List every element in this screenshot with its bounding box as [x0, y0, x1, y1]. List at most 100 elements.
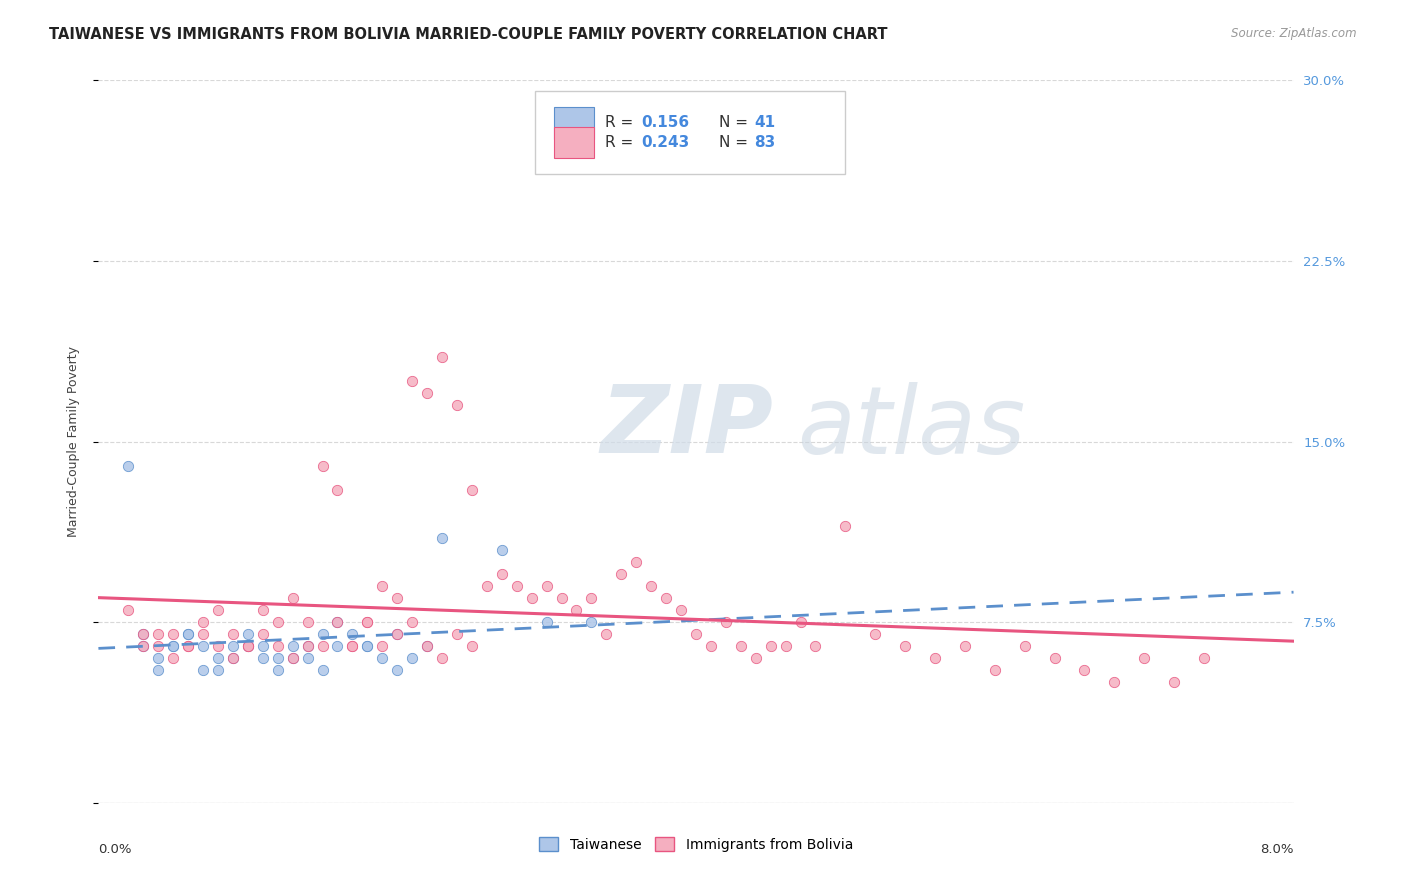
Point	[236, 639, 259, 653]
Point	[267, 664, 290, 678]
Point	[640, 579, 662, 593]
Point	[581, 591, 603, 605]
Point	[446, 627, 468, 641]
Point	[162, 639, 184, 653]
Point	[132, 639, 155, 653]
Point	[1104, 675, 1126, 690]
Point	[207, 664, 229, 678]
Point	[401, 615, 423, 630]
Point	[281, 591, 304, 605]
Point	[595, 627, 617, 641]
Point	[685, 627, 707, 641]
Text: N =: N =	[718, 135, 752, 150]
Point	[236, 639, 259, 653]
Point	[311, 458, 333, 473]
Point	[207, 603, 229, 617]
Text: Source: ZipAtlas.com: Source: ZipAtlas.com	[1232, 27, 1357, 40]
Text: TAIWANESE VS IMMIGRANTS FROM BOLIVIA MARRIED-COUPLE FAMILY POVERTY CORRELATION C: TAIWANESE VS IMMIGRANTS FROM BOLIVIA MAR…	[49, 27, 887, 42]
Point	[326, 639, 349, 653]
Point	[536, 615, 558, 630]
Point	[281, 651, 304, 665]
FancyBboxPatch shape	[554, 127, 595, 158]
Point	[162, 651, 184, 665]
Point	[177, 627, 200, 641]
Point	[730, 639, 752, 653]
Text: N =: N =	[718, 115, 752, 130]
Point	[416, 639, 439, 653]
Point	[281, 651, 304, 665]
Point	[148, 627, 170, 641]
Point	[326, 615, 349, 630]
Point	[267, 651, 290, 665]
Point	[700, 639, 723, 653]
FancyBboxPatch shape	[554, 107, 595, 139]
Point	[371, 651, 394, 665]
Point	[804, 639, 827, 653]
Point	[626, 555, 648, 569]
Point	[984, 664, 1007, 678]
Point	[342, 627, 364, 641]
Point	[581, 615, 603, 630]
Text: 83: 83	[755, 135, 776, 150]
Point	[759, 639, 782, 653]
Point	[924, 651, 946, 665]
Point	[775, 639, 797, 653]
Text: R =: R =	[605, 115, 638, 130]
Point	[430, 531, 453, 545]
Point	[326, 615, 349, 630]
Point	[222, 627, 245, 641]
Point	[550, 591, 572, 605]
Point	[297, 651, 319, 665]
Point	[356, 615, 378, 630]
Text: 41: 41	[755, 115, 776, 130]
Point	[385, 627, 409, 641]
Point	[461, 483, 484, 497]
Point	[191, 615, 214, 630]
Point	[252, 651, 274, 665]
Point	[177, 639, 200, 653]
Point	[297, 639, 319, 653]
Point	[655, 591, 678, 605]
Point	[371, 579, 394, 593]
Point	[117, 458, 139, 473]
Point	[416, 386, 439, 401]
Point	[177, 627, 200, 641]
Point	[311, 627, 333, 641]
Point	[207, 651, 229, 665]
Point	[385, 664, 409, 678]
Point	[953, 639, 976, 653]
Point	[745, 651, 768, 665]
Point	[1192, 651, 1215, 665]
Point	[267, 615, 290, 630]
Point	[865, 627, 887, 641]
Point	[475, 579, 498, 593]
Point	[191, 627, 214, 641]
Point	[669, 603, 692, 617]
Point	[1014, 639, 1036, 653]
Point	[371, 639, 394, 653]
Point	[610, 567, 633, 582]
Point	[430, 651, 453, 665]
Y-axis label: Married-Couple Family Poverty: Married-Couple Family Poverty	[67, 346, 80, 537]
Point	[162, 627, 184, 641]
Point	[1043, 651, 1066, 665]
Point	[148, 639, 170, 653]
Point	[132, 627, 155, 641]
Point	[236, 639, 259, 653]
Point	[506, 579, 529, 593]
Point	[491, 567, 513, 582]
Point	[148, 651, 170, 665]
Point	[117, 603, 139, 617]
Point	[132, 627, 155, 641]
Point	[356, 639, 378, 653]
Point	[222, 651, 245, 665]
Point	[297, 615, 319, 630]
Point	[267, 639, 290, 653]
Point	[326, 483, 349, 497]
Text: 0.0%: 0.0%	[98, 843, 132, 855]
Legend: Taiwanese, Immigrants from Bolivia: Taiwanese, Immigrants from Bolivia	[533, 831, 859, 857]
Point	[311, 639, 333, 653]
Point	[311, 664, 333, 678]
Point	[236, 627, 259, 641]
Point	[342, 639, 364, 653]
